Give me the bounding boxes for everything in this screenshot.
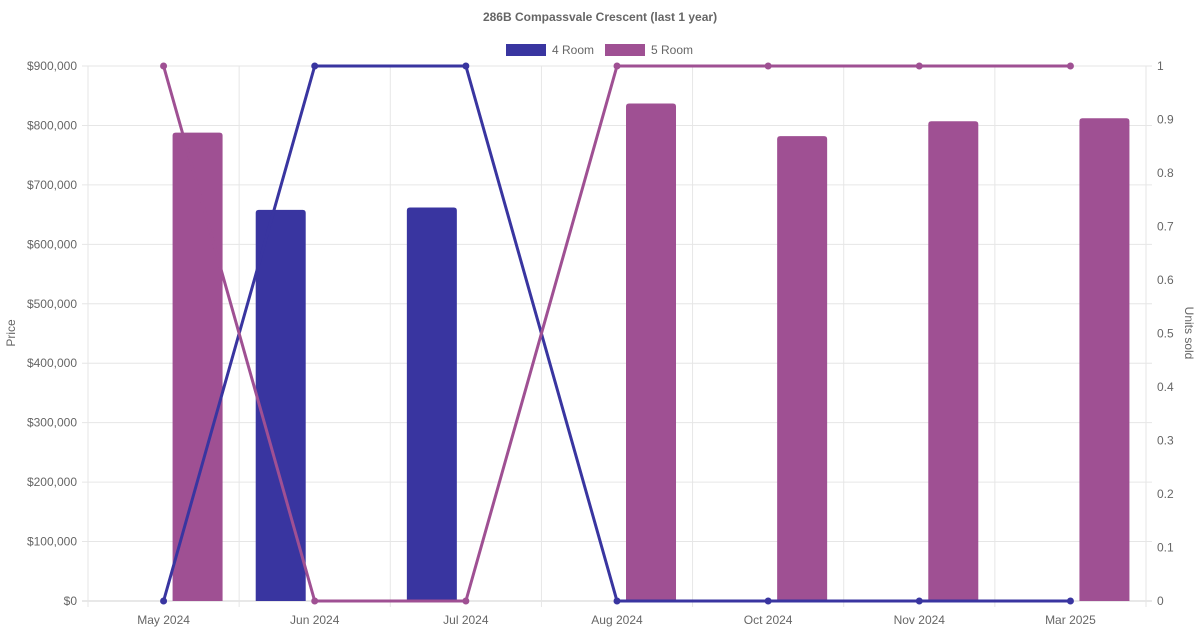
y2-tick-label: 1 <box>1157 59 1164 73</box>
y-tick-label: $100,000 <box>27 535 77 549</box>
units-point-5-room[interactable] <box>1066 62 1074 70</box>
units-point-4-room[interactable] <box>915 597 923 605</box>
units-point-5-room[interactable] <box>462 597 470 605</box>
y2-tick-label: 0.1 <box>1157 541 1174 555</box>
y2-axis-title: Units sold <box>1182 307 1196 360</box>
legend-label-4-room: 4 Room <box>552 43 594 57</box>
bar-5-room[interactable] <box>928 121 979 602</box>
y-tick-label: $600,000 <box>27 237 77 251</box>
y-axis-ticks: $0 $100,000 $200,000 $300,000 $400,000 $500,0… <box>27 59 77 608</box>
legend-item-4-room[interactable]: 4 Room <box>506 43 594 57</box>
legend-item-5-room[interactable]: 5 Room <box>605 43 693 57</box>
y2-tick-label: 0.2 <box>1157 487 1174 501</box>
x-tick-label: May 2024 <box>137 613 190 627</box>
units-point-4-room[interactable] <box>613 597 621 605</box>
x-tick-label: Jun 2024 <box>290 613 340 627</box>
y2-tick-label: 0.8 <box>1157 166 1174 180</box>
y-axis-title: Price <box>4 319 18 347</box>
y-tick-label: $500,000 <box>27 297 77 311</box>
x-tick-label: Aug 2024 <box>591 613 643 627</box>
points <box>160 62 1074 605</box>
y-tick-label: $900,000 <box>27 59 77 73</box>
units-point-5-room[interactable] <box>764 62 772 70</box>
y2-tick-label: 0.6 <box>1157 273 1174 287</box>
y2-tick-label: 0.3 <box>1157 434 1174 448</box>
legend-swatch-5-room <box>605 44 645 56</box>
x-axis-ticks: May 2024 Jun 2024 Jul 2024 Aug 2024 Oct 2024… <box>137 613 1096 627</box>
bar-5-room[interactable] <box>626 103 677 601</box>
grid <box>82 65 1152 607</box>
units-point-5-room[interactable] <box>613 62 621 70</box>
y-tick-label: $800,000 <box>27 118 77 132</box>
units-point-4-room[interactable] <box>1066 597 1074 605</box>
y2-tick-label: 0.4 <box>1157 380 1174 394</box>
units-point-4-room[interactable] <box>764 597 772 605</box>
bars <box>172 103 1130 602</box>
units-point-4-room[interactable] <box>160 597 168 605</box>
y2-tick-label: 0.7 <box>1157 220 1174 234</box>
y-tick-label: $400,000 <box>27 356 77 370</box>
units-point-5-room[interactable] <box>311 597 319 605</box>
x-tick-label: Jul 2024 <box>443 613 489 627</box>
y-tick-label: $300,000 <box>27 416 77 430</box>
units-point-5-room[interactable] <box>915 62 923 70</box>
y-tick-label: $700,000 <box>27 178 77 192</box>
y2-tick-label: 0.5 <box>1157 327 1174 341</box>
legend-swatch-4-room <box>506 44 546 56</box>
bar-5-room[interactable] <box>777 136 828 601</box>
legend-label-5-room: 5 Room <box>651 43 693 57</box>
chart-title: 286B Compassvale Crescent (last 1 year) <box>483 10 717 24</box>
bar-5-room[interactable] <box>172 132 223 602</box>
units-point-4-room[interactable] <box>462 62 470 70</box>
y2-tick-label: 0 <box>1157 594 1164 608</box>
legend: 4 Room 5 Room <box>506 43 693 57</box>
units-point-5-room[interactable] <box>160 62 168 70</box>
bar-4-room[interactable] <box>255 209 306 601</box>
units-point-4-room[interactable] <box>311 62 319 70</box>
y-tick-label: $0 <box>64 594 78 608</box>
x-tick-label: Oct 2024 <box>744 613 793 627</box>
bar-5-room[interactable] <box>1079 118 1130 602</box>
y-tick-label: $200,000 <box>27 475 77 489</box>
x-tick-label: Nov 2024 <box>894 613 946 627</box>
y2-tick-label: 0.9 <box>1157 113 1174 127</box>
y2-axis-ticks: 0 0.1 0.2 0.3 0.4 0.5 0.6 0.7 0.8 0.9 1 <box>1157 59 1174 608</box>
x-tick-label: Mar 2025 <box>1045 613 1096 627</box>
bar-4-room[interactable] <box>406 207 457 601</box>
